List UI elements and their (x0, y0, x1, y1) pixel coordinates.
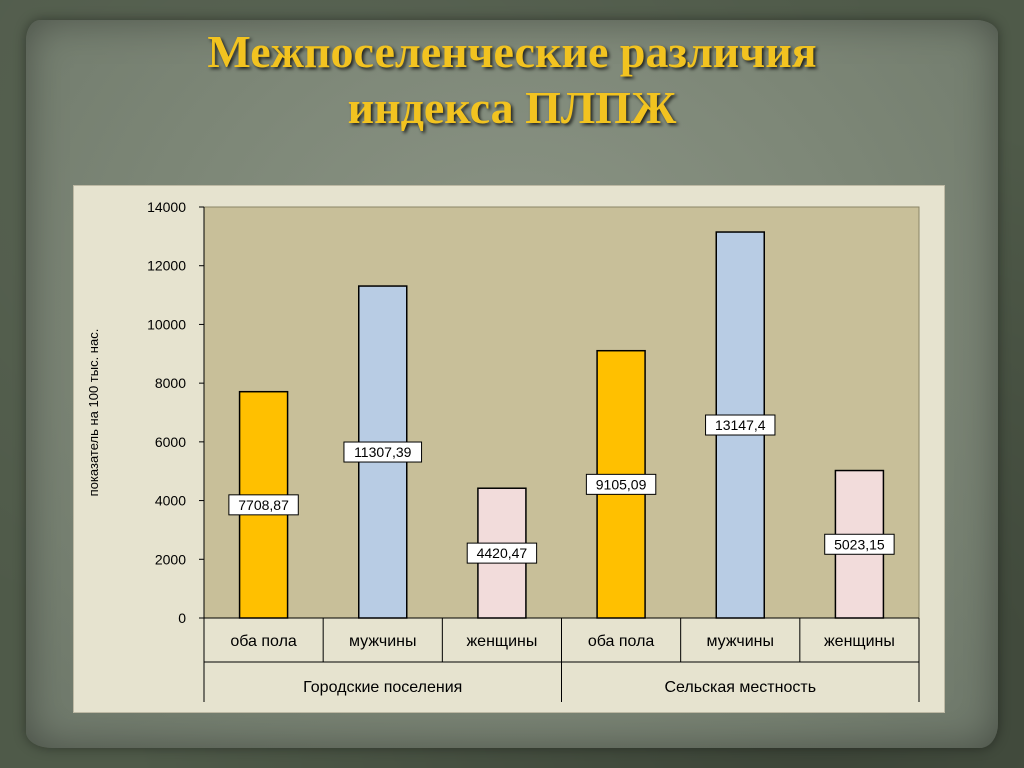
group-label: Городские поселения (303, 679, 462, 696)
x-tick-label: женщины (824, 633, 895, 650)
data-label-box (705, 414, 776, 436)
y-tick-label: 10000 (147, 316, 186, 332)
data-label: 9105,09 (596, 476, 647, 492)
y-tick-label: 4000 (155, 493, 186, 509)
x-tick-label: мужчины (349, 633, 417, 650)
y-axis-title: показатель на 100 тыс. нас. (86, 329, 101, 497)
x-tick-label: оба пола (588, 633, 655, 650)
y-tick-label: 0 (178, 610, 186, 626)
y-tick-label: 6000 (155, 434, 186, 450)
title-line-2: индекса ПЛПЖ (347, 82, 677, 133)
data-label: 11307,39 (354, 444, 412, 460)
data-label: 7708,87 (238, 497, 289, 513)
y-tick-label: 8000 (155, 375, 186, 391)
y-tick-label: 14000 (147, 199, 186, 215)
y-tick-label: 12000 (147, 258, 186, 274)
x-tick-label: мужчины (707, 633, 775, 650)
slide-title: Межпоселенческие различия индекса ПЛПЖ (0, 24, 1024, 136)
title-line-1: Межпоселенческие различия (207, 26, 817, 77)
data-label-box (228, 494, 299, 516)
x-tick-label: женщины (466, 633, 537, 650)
y-tick-label: 2000 (155, 551, 186, 567)
data-label: 13147,4 (715, 417, 766, 433)
data-label: 5023,15 (834, 536, 885, 552)
data-label: 4420,47 (477, 545, 528, 561)
group-label: Сельская местность (664, 679, 816, 696)
data-label-box (824, 533, 895, 555)
data-label-box (466, 542, 538, 564)
data-label-box (343, 441, 423, 463)
x-tick-label: оба пола (230, 633, 297, 650)
plot-area (203, 206, 920, 619)
bar-chart: 0 2000 4000 6000 8000 10000 12000 14000 показате… (86, 199, 920, 702)
chart-container: 0 2000 4000 6000 8000 10000 12000 14000 показате… (73, 185, 945, 713)
data-label-box (585, 473, 657, 495)
